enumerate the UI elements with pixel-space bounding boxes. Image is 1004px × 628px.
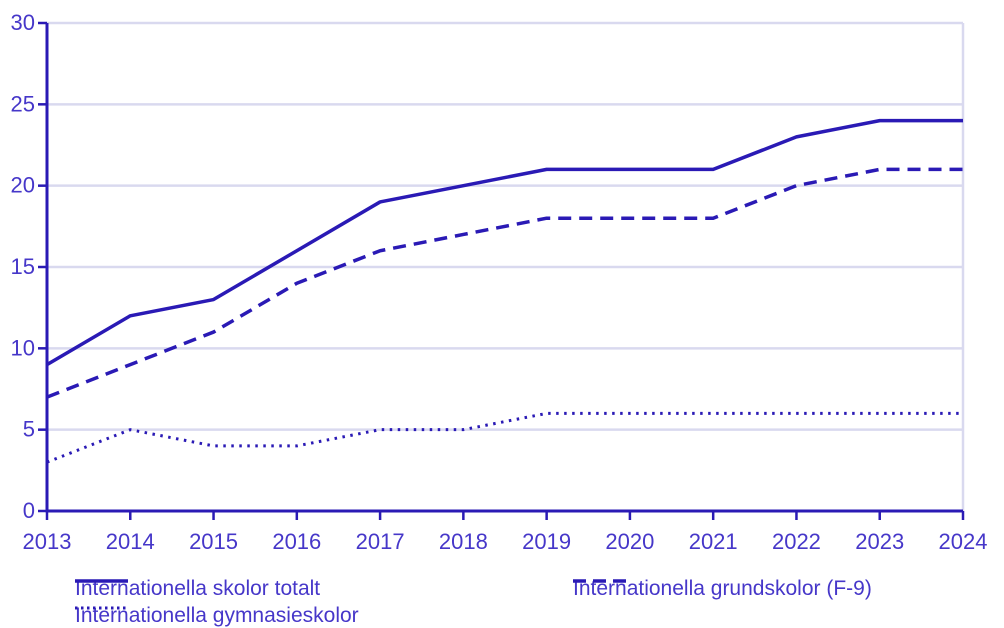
- svg-text:2020: 2020: [605, 529, 654, 554]
- legend-item-skolor-totalt: Internationella skolor totalt: [75, 577, 320, 601]
- legend-item-grundskolor: Internationella grundskolor (F-9): [573, 577, 872, 601]
- svg-text:2017: 2017: [356, 529, 405, 554]
- legend-label: Internationella grundskolor (F-9): [573, 577, 872, 600]
- svg-text:0: 0: [23, 498, 35, 523]
- svg-text:2013: 2013: [23, 529, 72, 554]
- svg-text:10: 10: [11, 335, 35, 360]
- svg-text:20: 20: [11, 173, 35, 198]
- legend-label: Internationella gymnasieskolor: [75, 604, 359, 627]
- svg-text:25: 25: [11, 91, 35, 116]
- svg-text:15: 15: [11, 254, 35, 279]
- svg-text:2016: 2016: [272, 529, 321, 554]
- legend-item-gymnasieskolor: Internationella gymnasieskolor: [75, 604, 359, 628]
- svg-text:2015: 2015: [189, 529, 238, 554]
- dotted-line-swatch-icon: [75, 606, 128, 610]
- dashed-line-swatch-icon: [573, 579, 626, 583]
- svg-text:2014: 2014: [106, 529, 155, 554]
- svg-text:2024: 2024: [939, 529, 988, 554]
- svg-text:2023: 2023: [855, 529, 904, 554]
- svg-text:2019: 2019: [522, 529, 571, 554]
- svg-text:2021: 2021: [689, 529, 738, 554]
- legend-label: Internationella skolor totalt: [75, 577, 321, 600]
- svg-text:30: 30: [11, 10, 35, 35]
- svg-text:2018: 2018: [439, 529, 488, 554]
- solid-line-swatch-icon: [75, 579, 128, 583]
- svg-text:5: 5: [23, 417, 35, 442]
- svg-text:2022: 2022: [772, 529, 821, 554]
